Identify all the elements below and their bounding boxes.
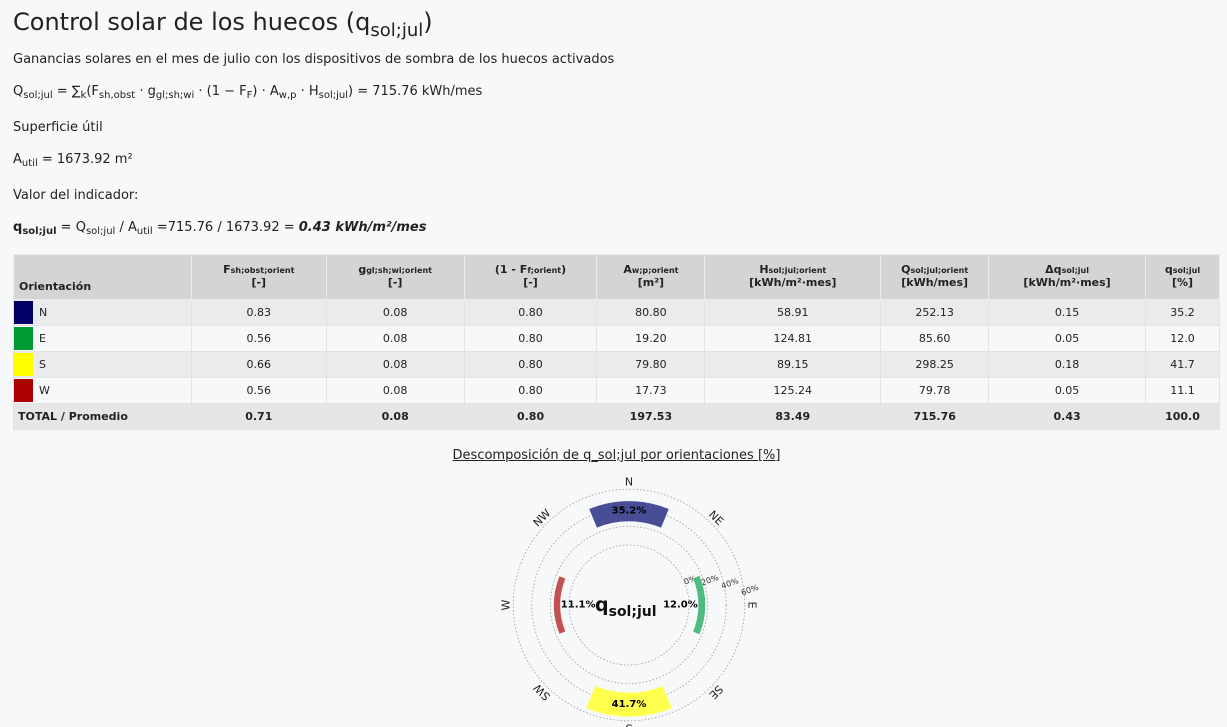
indicator-label: Valor del indicador: xyxy=(13,187,139,203)
sector-value-label: 12.0% xyxy=(663,599,698,610)
sector-value-label: 41.7% xyxy=(612,699,647,710)
sector-value-label: 35.2% xyxy=(612,505,647,516)
radial-tick-label: 60% xyxy=(740,583,760,598)
header-pct: qsol;jul [%] xyxy=(1145,253,1220,300)
color-swatch xyxy=(14,378,33,402)
color-swatch xyxy=(14,326,33,350)
compass-label: SE xyxy=(706,682,725,701)
sector-e xyxy=(693,575,706,634)
radial-tick-label: 0% xyxy=(683,574,698,587)
compass-label: NW xyxy=(531,506,554,529)
orientation-table: Orientación Fsh;obst;orient [-] ggl;sh;wi… xyxy=(13,253,1220,430)
orientation-label: S xyxy=(39,357,46,371)
table-row: E 0.56 0.08 0.80 19.20 124.81 85.60 0.05… xyxy=(13,324,1220,352)
table-row: W 0.56 0.08 0.80 17.73 125.24 79.78 0.05… xyxy=(13,376,1220,404)
header-ff: (1 - Ff;orient) [-] xyxy=(463,253,598,300)
table-row: S 0.66 0.08 0.80 79.80 89.15 298.25 0.18… xyxy=(13,350,1220,378)
page-title: Control solar de los huecos (qsol;jul) xyxy=(13,8,433,41)
header-orientation: Orientación xyxy=(13,253,192,300)
sector-value-label: 11.1% xyxy=(561,599,596,610)
table-total-row: TOTAL / Promedio 0.71 0.08 0.80 197.53 8… xyxy=(13,402,1220,430)
compass-label: SW xyxy=(531,681,553,703)
page-subtitle: Ganancias solares en el mes de julio con… xyxy=(13,51,615,67)
area-label: Superficie útil xyxy=(13,119,103,135)
polar-chart: N NE E SE S SW W NW 0%20%40%60% 35.2% 12.0% 41.7% 11… xyxy=(500,475,761,727)
color-swatch xyxy=(14,300,33,324)
color-swatch xyxy=(14,352,33,376)
compass-label: S xyxy=(625,721,632,727)
table-row: N 0.83 0.08 0.80 80.80 58.91 252.13 0.15… xyxy=(13,298,1220,326)
center-label: qsol;jul xyxy=(595,594,657,620)
indicator-value: qsol;jul = Qsol;jul / Autil =715.76 / 16… xyxy=(13,219,427,237)
radial-tick-label: 40% xyxy=(720,576,740,591)
table-header-row: Orientación Fsh;obst;orient [-] ggl;sh;wi… xyxy=(13,253,1220,300)
area-value: Autil = 1673.92 m² xyxy=(13,151,133,169)
chart-title: Descomposición de q_sol;jul por orientac… xyxy=(452,447,781,463)
compass-label: N xyxy=(625,475,633,488)
compass-label: E xyxy=(746,601,759,608)
header-area: Aw;p;orient [m²] xyxy=(596,253,706,300)
sector-n xyxy=(589,500,669,528)
orientation-label: W xyxy=(39,383,50,397)
radial-tick-label: 20% xyxy=(700,573,720,588)
grid-circle xyxy=(550,525,708,684)
grid-circle xyxy=(531,507,727,703)
header-hsol: Hsol;jul;orient [kWh/m²·mes] xyxy=(704,253,882,300)
orientation-label: N xyxy=(39,305,48,319)
header-qsol: Qsol;jul;orient [kWh/mes] xyxy=(880,253,990,300)
grid-circle xyxy=(568,544,690,666)
orientation-label: E xyxy=(39,331,46,345)
compass-label: NE xyxy=(706,508,726,528)
sector-w xyxy=(553,576,566,634)
header-fsh: Fsh;obst;orient [-] xyxy=(190,253,327,300)
grid-circle xyxy=(512,488,746,721)
header-dq: Δqsol;jul [kWh/m²·mes] xyxy=(988,253,1146,300)
formula-line: Qsol;jul = ∑k(Fsh,obst · ggl;sh;wi · (1 … xyxy=(13,83,483,101)
compass-label: W xyxy=(500,599,513,610)
header-ggl: ggl;sh;wi;orient [-] xyxy=(325,253,465,300)
